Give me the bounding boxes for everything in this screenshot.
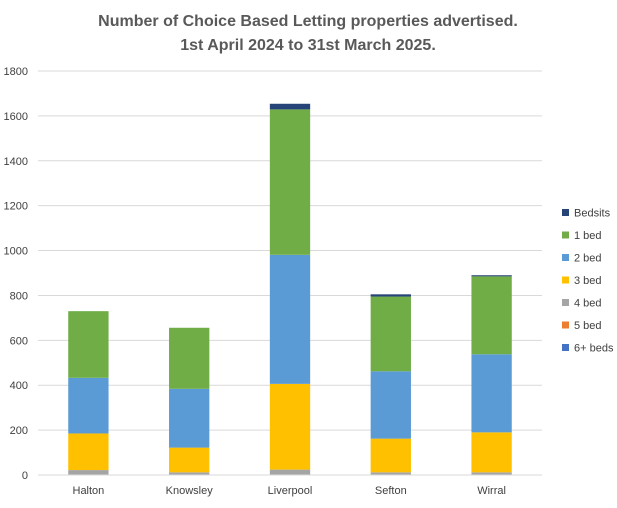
bar-segment (269, 383, 311, 470)
legend-swatch (562, 254, 569, 261)
y-tick-label: 400 (10, 380, 28, 392)
bar-segment (169, 388, 210, 448)
chart-title-line-1: Number of Choice Based Letting propertie… (98, 13, 518, 30)
bar-segment (370, 294, 411, 297)
legend-swatch (562, 231, 569, 239)
x-axis-ticks: Halton Knowsley Liverpool Sefton Wirral (73, 485, 506, 497)
legend-swatch (562, 299, 569, 306)
legend-swatch (562, 209, 569, 216)
bar-segment (370, 371, 411, 439)
chart-title-line-2: 1st April 2024 to 31st March 2025. (180, 37, 436, 54)
legend-label: 6+ beds (574, 343, 614, 355)
y-tick-label: 1800 (4, 66, 28, 78)
y-tick-label: 600 (10, 335, 28, 347)
x-tick-label: Halton (73, 485, 105, 497)
bar-segment (169, 472, 210, 475)
legend-label: 3 bed (574, 275, 602, 287)
y-tick-label: 1600 (4, 111, 28, 123)
legend-swatch (562, 344, 569, 351)
x-tick-label: Sefton (375, 485, 407, 497)
x-tick-label: Liverpool (268, 485, 313, 497)
bar-segment (471, 432, 512, 473)
bar-segment (169, 327, 210, 389)
x-tick-label: Knowsley (166, 485, 214, 497)
legend-label: 2 bed (574, 253, 602, 265)
bar-segment (471, 354, 512, 433)
bar-segment (68, 377, 109, 434)
y-tick-label: 1000 (4, 246, 28, 258)
bar-segment (68, 433, 109, 471)
bar-segment (370, 472, 411, 475)
bar-segment (68, 311, 109, 378)
bar-segment (269, 109, 311, 255)
bar-segment (269, 254, 311, 384)
x-tick-label: Wirral (477, 485, 506, 497)
y-tick-label: 200 (10, 425, 28, 437)
bar-segment (471, 472, 512, 475)
bar-segment (370, 438, 411, 473)
bar-segment (68, 470, 109, 475)
legend-label: 5 bed (574, 320, 602, 332)
legend-label: 4 bed (574, 298, 602, 310)
y-axis-ticks: 0 200 400 600 800 1000 1200 1400 1600 1800 (4, 66, 28, 482)
bar-segment (370, 296, 411, 372)
legend: Bedsits 1 bed 2 bed 3 bed 4 bed 5 bed 6+ beds (562, 208, 614, 355)
y-tick-label: 0 (22, 470, 28, 482)
y-tick-label: 1200 (4, 201, 28, 213)
bars (68, 103, 512, 475)
bar-segment (471, 276, 512, 355)
bar-segment (269, 103, 311, 110)
bar-segment (169, 447, 210, 473)
legend-swatch (562, 321, 569, 329)
legend-label: Bedsits (574, 208, 611, 220)
bar-segment (471, 275, 512, 277)
y-tick-label: 800 (10, 290, 28, 302)
legend-label: 1 bed (574, 230, 602, 242)
legend-swatch (562, 276, 569, 284)
y-tick-label: 1400 (4, 156, 28, 168)
bar-segment (269, 469, 311, 475)
